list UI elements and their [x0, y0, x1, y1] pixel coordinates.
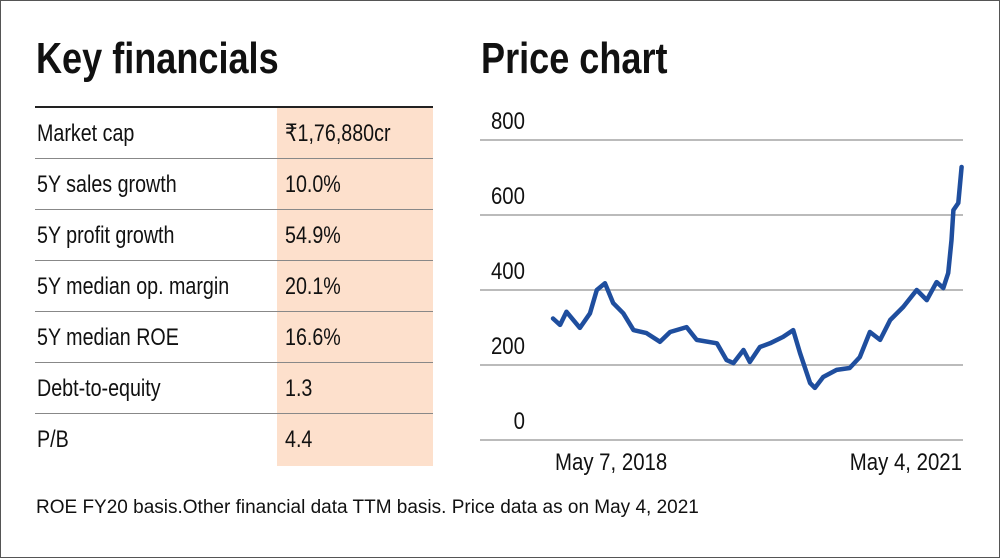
price-point [848, 366, 852, 370]
row-label: 5Y profit growth [37, 222, 175, 249]
price-point [564, 310, 568, 314]
table-row: Market cap ₹1,76,880cr [35, 106, 433, 158]
price-point [956, 201, 960, 205]
row-label: Market cap [37, 120, 135, 147]
price-point [925, 298, 929, 302]
price-point [558, 323, 562, 327]
price-point [603, 281, 607, 285]
price-point [813, 386, 817, 390]
price-point [868, 330, 872, 334]
price-point [915, 288, 919, 292]
row-label: 5Y median op. margin [37, 273, 230, 300]
x-tick-label: May 4, 2021 [850, 448, 962, 475]
price-point [901, 305, 905, 309]
y-tick-label: 200 [491, 332, 525, 359]
price-line [550, 164, 964, 391]
table-row: 5Y median ROE 16.6% [35, 311, 433, 362]
price-point [888, 318, 892, 322]
price-point [741, 348, 745, 352]
row-label: 5Y sales growth [37, 171, 177, 198]
price-point [951, 208, 955, 212]
price-point [950, 238, 954, 242]
y-tick-label: 0 [514, 407, 525, 434]
price-point [595, 288, 599, 292]
price-point [695, 338, 699, 342]
row-value: 20.1% [285, 273, 341, 300]
price-point [621, 311, 625, 315]
price-point [725, 358, 729, 362]
y-tick-label: 400 [491, 257, 525, 284]
price-point [935, 280, 939, 284]
price-point [768, 341, 772, 345]
row-value: 16.6% [285, 324, 341, 351]
price-point [878, 338, 882, 342]
price-point [791, 328, 795, 332]
price-point [835, 368, 839, 372]
table-row: P/B 4.4 [35, 413, 433, 464]
key-financials-title: Key financials [36, 34, 279, 83]
row-value: ₹1,76,880cr [285, 120, 391, 147]
row-label: 5Y median ROE [37, 324, 179, 351]
value-column-highlight [277, 106, 433, 466]
price-point [798, 351, 802, 355]
x-tick-label: May 7, 2018 [555, 448, 667, 475]
price-point [668, 330, 672, 334]
price-point [631, 328, 635, 332]
price-point [658, 340, 662, 344]
price-point [960, 165, 964, 169]
price-point [941, 286, 945, 290]
row-value: 4.4 [285, 426, 313, 453]
key-financials-table: Market cap ₹1,76,880cr 5Y sales growth 10… [35, 106, 433, 466]
price-point [946, 271, 950, 275]
row-value: 10.0% [285, 171, 341, 198]
row-label: Debt-to-equity [37, 375, 161, 402]
table-row: 5Y profit growth 54.9% [35, 209, 433, 260]
y-tick-label: 800 [491, 107, 525, 134]
price-point [821, 375, 825, 379]
price-point [685, 325, 689, 329]
table-row: 5Y sales growth 10.0% [35, 158, 433, 209]
row-value: 1.3 [285, 375, 313, 402]
price-chart-title: Price chart [481, 34, 668, 83]
table-row: Debt-to-equity 1.3 [35, 362, 433, 413]
price-point [808, 381, 812, 385]
price-point [731, 361, 735, 365]
price-point [758, 345, 762, 349]
price-point [611, 301, 615, 305]
price-point [578, 326, 582, 330]
price-point [715, 341, 719, 345]
price-point [748, 360, 752, 364]
row-value: 54.9% [285, 222, 341, 249]
price-point [781, 335, 785, 339]
table-row: 5Y median op. margin 20.1% [35, 260, 433, 311]
price-point [551, 317, 555, 320]
price-point [645, 331, 649, 335]
row-label: P/B [37, 426, 69, 453]
price-point [588, 311, 592, 315]
footnote: ROE FY20 basis.Other financial data TTM … [36, 497, 699, 518]
price-point [858, 355, 862, 359]
y-tick-label: 600 [491, 182, 525, 209]
